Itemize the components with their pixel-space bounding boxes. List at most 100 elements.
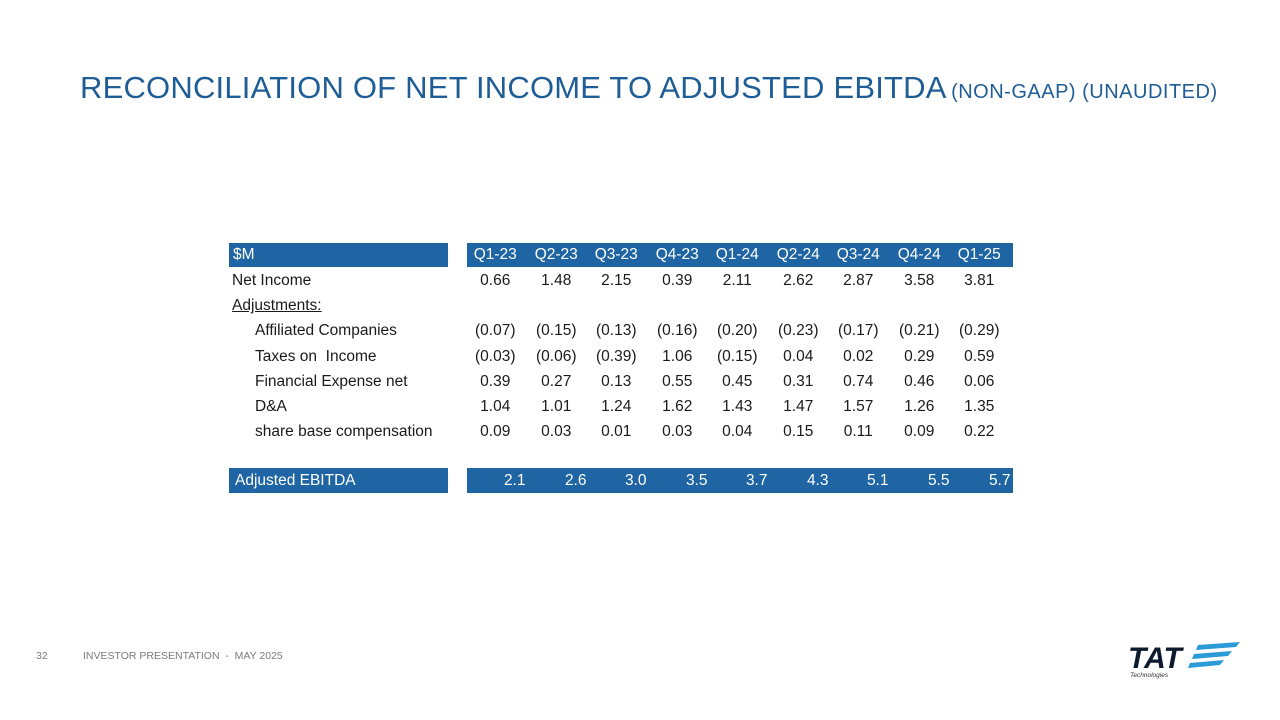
table-cell: 2.62 <box>783 272 814 289</box>
title-sub: (NON-GAAP) (UNAUDITED) <box>951 81 1218 103</box>
row-label: Adjustments: <box>232 297 322 315</box>
table-cell: (0.29) <box>959 322 1000 340</box>
table-cell: 0.59 <box>964 347 995 365</box>
logo-stripe <box>1188 660 1224 668</box>
row-label: D&A <box>255 397 287 415</box>
table-cell: (0.15) <box>536 322 577 340</box>
table-cell: 0.06 <box>964 372 995 390</box>
logo-stripe <box>1196 642 1240 650</box>
table-cell: 0.31 <box>783 372 814 390</box>
column-header: Q1-23 <box>473 246 517 263</box>
tat-technologies-logo: TAT Technologies <box>1128 642 1240 679</box>
table-row-affiliated-companies: Affiliated Companies (0.07) (0.15) (0.13… <box>229 318 1013 343</box>
table-cell: 0.27 <box>541 372 572 390</box>
table-cell: 0.04 <box>783 347 814 365</box>
reconciliation-table: $M Q1-23 Q2-23 Q3-23 Q4-23 Q1-24 Q2-24 Q… <box>229 243 1013 494</box>
table-cell: 0.15 <box>783 423 814 441</box>
footer-text: INVESTOR PRESENTATION - MAY 2025 <box>83 650 283 662</box>
total-cell: 5.1 <box>866 472 889 490</box>
page-number: 32 <box>36 650 48 662</box>
total-label: Adjusted EBITDA <box>235 472 356 490</box>
table-cell: (0.07) <box>475 322 516 340</box>
table-header-row: $M Q1-23 Q2-23 Q3-23 Q4-23 Q1-24 Q2-24 Q… <box>229 243 1013 268</box>
header-label-box <box>229 243 448 267</box>
column-header: Q3-24 <box>836 246 880 263</box>
total-label-box <box>229 468 448 494</box>
row-label: share base compensation <box>255 423 433 441</box>
header-data-box <box>467 243 1013 267</box>
table-cell: 0.03 <box>662 423 693 441</box>
column-header: Q4-24 <box>897 246 941 263</box>
table-cell: 1.26 <box>904 397 935 415</box>
table-spacer <box>229 444 1013 468</box>
table-cell: (0.39) <box>596 347 637 365</box>
table-cell: (0.13) <box>596 322 637 340</box>
table-cell: 3.81 <box>964 272 995 289</box>
row-label: Financial Expense net <box>255 372 408 390</box>
row-label: Affiliated Companies <box>255 322 397 340</box>
table-cell: 0.02 <box>843 347 874 365</box>
table-cell: 2.15 <box>601 272 632 289</box>
table-cell: (0.20) <box>717 322 758 340</box>
table-cell: (0.15) <box>717 347 758 365</box>
table-row-adjustments: Adjustments: <box>229 293 1013 318</box>
table-cell: 0.29 <box>904 347 935 365</box>
title-main: RECONCILIATION OF NET INCOME TO ADJUSTED… <box>80 70 947 105</box>
table-row-financial-expense: Financial Expense net 0.39 0.27 0.13 0.5… <box>229 369 1013 394</box>
page-title: RECONCILIATION OF NET INCOME TO ADJUSTED… <box>80 70 1218 106</box>
table-cell: 1.62 <box>662 397 693 415</box>
row-label: Net Income <box>232 272 312 289</box>
table-cell: 2.11 <box>722 272 752 289</box>
table-cell: 1.06 <box>662 347 693 365</box>
table-row-taxes-on-income: Taxes on Income (0.03) (0.06) (0.39) 1.0… <box>229 344 1013 369</box>
table-cell: 1.01 <box>541 397 572 415</box>
table-cell: (0.21) <box>899 322 940 340</box>
total-data-box <box>467 468 1013 494</box>
table-cell: 0.11 <box>843 423 873 441</box>
column-header: Q4-23 <box>655 246 699 263</box>
table-cell: 0.66 <box>480 272 511 289</box>
table-cell: 0.22 <box>964 423 995 441</box>
table-cell: (0.16) <box>657 322 698 340</box>
total-cell: 3.0 <box>624 472 647 490</box>
table-cell: 1.24 <box>601 397 632 415</box>
table-row-adjusted-ebitda: Adjusted EBITDA 2.1 2.6 3.0 3.5 3.7 4.3 … <box>229 468 1013 494</box>
table-cell: 3.58 <box>904 272 935 289</box>
table-cell: 0.39 <box>662 272 693 289</box>
total-cell: 5.5 <box>927 472 950 490</box>
total-cell: 2.1 <box>503 472 526 490</box>
table-cell: 2.87 <box>843 272 874 289</box>
table-cell: (0.03) <box>475 347 516 365</box>
table-cell: 1.35 <box>964 397 995 415</box>
column-header: Q2-23 <box>534 246 578 263</box>
logo-stripe <box>1192 651 1232 659</box>
table-cell: 0.13 <box>601 372 632 390</box>
column-header: Q1-25 <box>957 246 1001 263</box>
table-cell: 0.03 <box>541 423 572 441</box>
header-label: $M <box>233 246 255 263</box>
table-cell: (0.06) <box>536 347 577 365</box>
total-cell: 5.7 <box>988 472 1011 490</box>
table-cell: 0.09 <box>480 423 511 441</box>
table-cell: 0.09 <box>904 423 935 441</box>
total-cell: 3.5 <box>685 472 708 490</box>
table-cell: 1.47 <box>783 397 814 415</box>
table-cell: 0.04 <box>722 423 753 441</box>
table-cell: 1.04 <box>480 397 511 415</box>
table-cell: (0.23) <box>778 322 819 340</box>
table-cell: 0.55 <box>662 372 693 390</box>
table-cell: (0.17) <box>838 322 879 340</box>
table-cell: 0.46 <box>904 372 935 390</box>
table-cell: 0.74 <box>843 372 874 390</box>
table-row-share-base-compensation: share base compensation 0.09 0.03 0.01 0… <box>229 419 1013 444</box>
column-header: Q3-23 <box>594 246 638 263</box>
table-cell: 1.43 <box>722 397 753 415</box>
table-cell: 0.39 <box>480 372 511 390</box>
column-header: Q2-24 <box>776 246 820 263</box>
logo-wordmark: TAT <box>1128 642 1185 675</box>
total-cell: 4.3 <box>806 472 829 490</box>
row-label: Taxes on Income <box>255 347 377 365</box>
logo-tagline: Technologies <box>1130 672 1169 679</box>
table-cell: 0.01 <box>601 423 632 441</box>
table-row-net-income: Net Income 0.66 1.48 2.15 0.39 2.11 2.62… <box>229 268 1013 293</box>
